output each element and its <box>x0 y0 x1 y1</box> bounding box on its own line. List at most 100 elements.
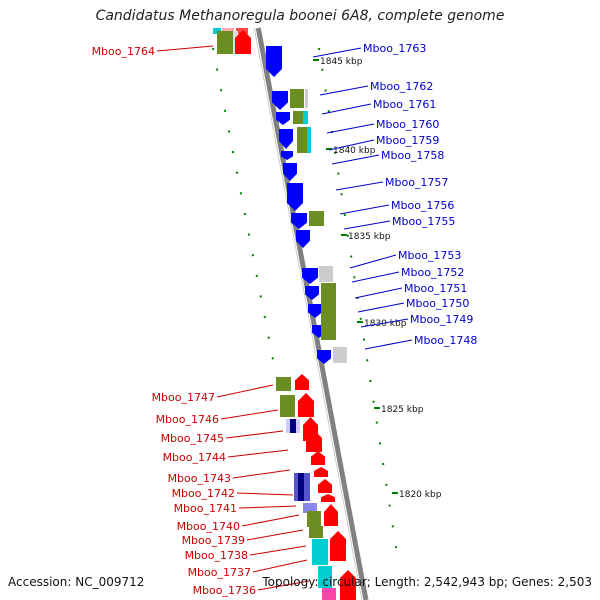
forward-gene-arrow <box>295 374 309 390</box>
forward-gene-arrow <box>321 494 335 502</box>
reverse-gene-arrow <box>302 268 318 284</box>
gene-label-mboo-1756: Mboo_1756 <box>391 199 454 212</box>
label-leader <box>241 514 300 527</box>
forward-gene-arrow <box>330 531 346 561</box>
gene-olive <box>217 31 233 54</box>
gene-cyan <box>307 127 311 153</box>
kbp-label: 1845 kbp <box>320 57 363 67</box>
gene-label-mboo-1746: Mboo_1746 <box>156 413 219 426</box>
gene-label-mboo-1755: Mboo_1755 <box>392 215 455 228</box>
gene-cyan <box>312 539 328 565</box>
reverse-gene-arrow <box>296 230 310 248</box>
gene-label-mboo-1753: Mboo_1753 <box>398 249 461 262</box>
label-leader <box>227 449 289 458</box>
forward-gene-arrow <box>314 467 328 477</box>
gene-label-mboo-1757: Mboo_1757 <box>385 176 448 189</box>
gene-forward-arrow <box>235 30 251 54</box>
gene-cyan <box>318 566 332 588</box>
label-leader <box>339 204 390 215</box>
reverse-gene-arrow <box>283 163 297 181</box>
gene-olive <box>293 111 305 124</box>
label-leader <box>238 505 297 509</box>
reverse-gene-arrow <box>272 91 288 110</box>
gene-label-mboo-1738: Mboo_1738 <box>185 549 248 562</box>
reverse-gene-arrow <box>266 46 282 77</box>
kbp-label: 1830 kbp <box>364 319 407 329</box>
gene-magenta <box>322 588 336 600</box>
gene-lightblue <box>303 503 317 513</box>
reverse-gene-arrow <box>276 112 290 125</box>
gene-label-mboo-1752: Mboo_1752 <box>401 266 464 279</box>
reverse-gene-arrow <box>279 129 293 149</box>
label-leader <box>156 45 214 52</box>
label-leader <box>252 559 308 573</box>
gene-olive <box>321 283 336 340</box>
gene-label-mboo-1751: Mboo_1751 <box>404 282 467 295</box>
backbone-edge <box>253 27 363 600</box>
gene-label-mboo-1749: Mboo_1749 <box>410 313 473 326</box>
forward-gene-arrow <box>306 430 322 452</box>
gene-label-mboo-1761: Mboo_1761 <box>373 98 436 111</box>
gene-olive <box>309 526 323 538</box>
label-leader <box>257 580 310 591</box>
label-leader <box>360 318 409 328</box>
forward-gene-arrow <box>311 451 325 465</box>
label-leader <box>232 469 291 479</box>
forward-gene-arrow <box>298 393 314 417</box>
gene-gray <box>319 266 333 282</box>
gene-gray <box>305 89 308 108</box>
gene-label-mboo-1737: Mboo_1737 <box>188 566 251 579</box>
kbp-label: 1820 kbp <box>399 490 442 500</box>
label-leader <box>319 85 369 96</box>
gene-gray <box>333 347 347 363</box>
gene-cyan <box>303 111 308 124</box>
topology-text: Topology: circular; Length: 2,542,943 bp… <box>262 575 592 589</box>
gene-label-mboo-1741: Mboo_1741 <box>174 502 237 515</box>
gene-label-mboo-1760: Mboo_1760 <box>376 118 439 131</box>
gene-olive <box>290 89 304 108</box>
gene-label-mboo-1759: Mboo_1759 <box>376 134 439 147</box>
gene-label-mboo-1764: Mboo_1764 <box>92 45 155 58</box>
gene-label-mboo-1747: Mboo_1747 <box>152 391 215 404</box>
label-leader <box>225 430 284 439</box>
label-leader <box>216 384 274 398</box>
reverse-gene-arrow <box>317 350 331 364</box>
gene-olive <box>280 395 295 417</box>
gene-label-mboo-1739: Mboo_1739 <box>182 534 245 547</box>
gene-label-mboo-1743: Mboo_1743 <box>168 472 231 485</box>
kbp-label: 1835 kbp <box>348 232 391 242</box>
gene-navy <box>290 419 296 433</box>
label-leader <box>246 529 304 541</box>
gene-label-mboo-1742: Mboo_1742 <box>172 487 235 500</box>
label-leader <box>321 103 372 115</box>
label-leader <box>331 154 380 165</box>
gene-label-mboo-1748: Mboo_1748 <box>414 334 477 347</box>
gene-olive <box>307 511 321 527</box>
label-leader <box>236 492 294 496</box>
label-leader <box>312 47 362 58</box>
reverse-gene-arrow <box>291 213 307 229</box>
label-leader <box>343 220 391 230</box>
gene-olive <box>297 127 309 153</box>
accession-text: Accession: NC_009712 <box>8 575 145 589</box>
left-tick-ring <box>212 47 275 366</box>
label-leader <box>328 139 375 151</box>
kbp-label: 1825 kbp <box>381 405 424 415</box>
gene-label-mboo-1758: Mboo_1758 <box>381 149 444 162</box>
gene-label-mboo-1763: Mboo_1763 <box>363 42 426 55</box>
kbp-label: 1840 kbp <box>333 146 376 156</box>
gene-label-mboo-1762: Mboo_1762 <box>370 80 433 93</box>
forward-gene-arrow <box>318 479 332 493</box>
forward-gene-arrow <box>340 570 356 600</box>
gene-navy <box>298 473 304 501</box>
label-leader <box>349 254 397 269</box>
map-title: Candidatus Methanoregula boonei 6A8, com… <box>95 8 505 24</box>
label-leader <box>326 123 375 134</box>
label-leader <box>249 545 307 556</box>
gene-label-mboo-1736: Mboo_1736 <box>193 584 256 597</box>
gene-olive <box>276 377 291 391</box>
label-leader <box>220 409 279 420</box>
forward-gene-arrow <box>324 504 338 526</box>
